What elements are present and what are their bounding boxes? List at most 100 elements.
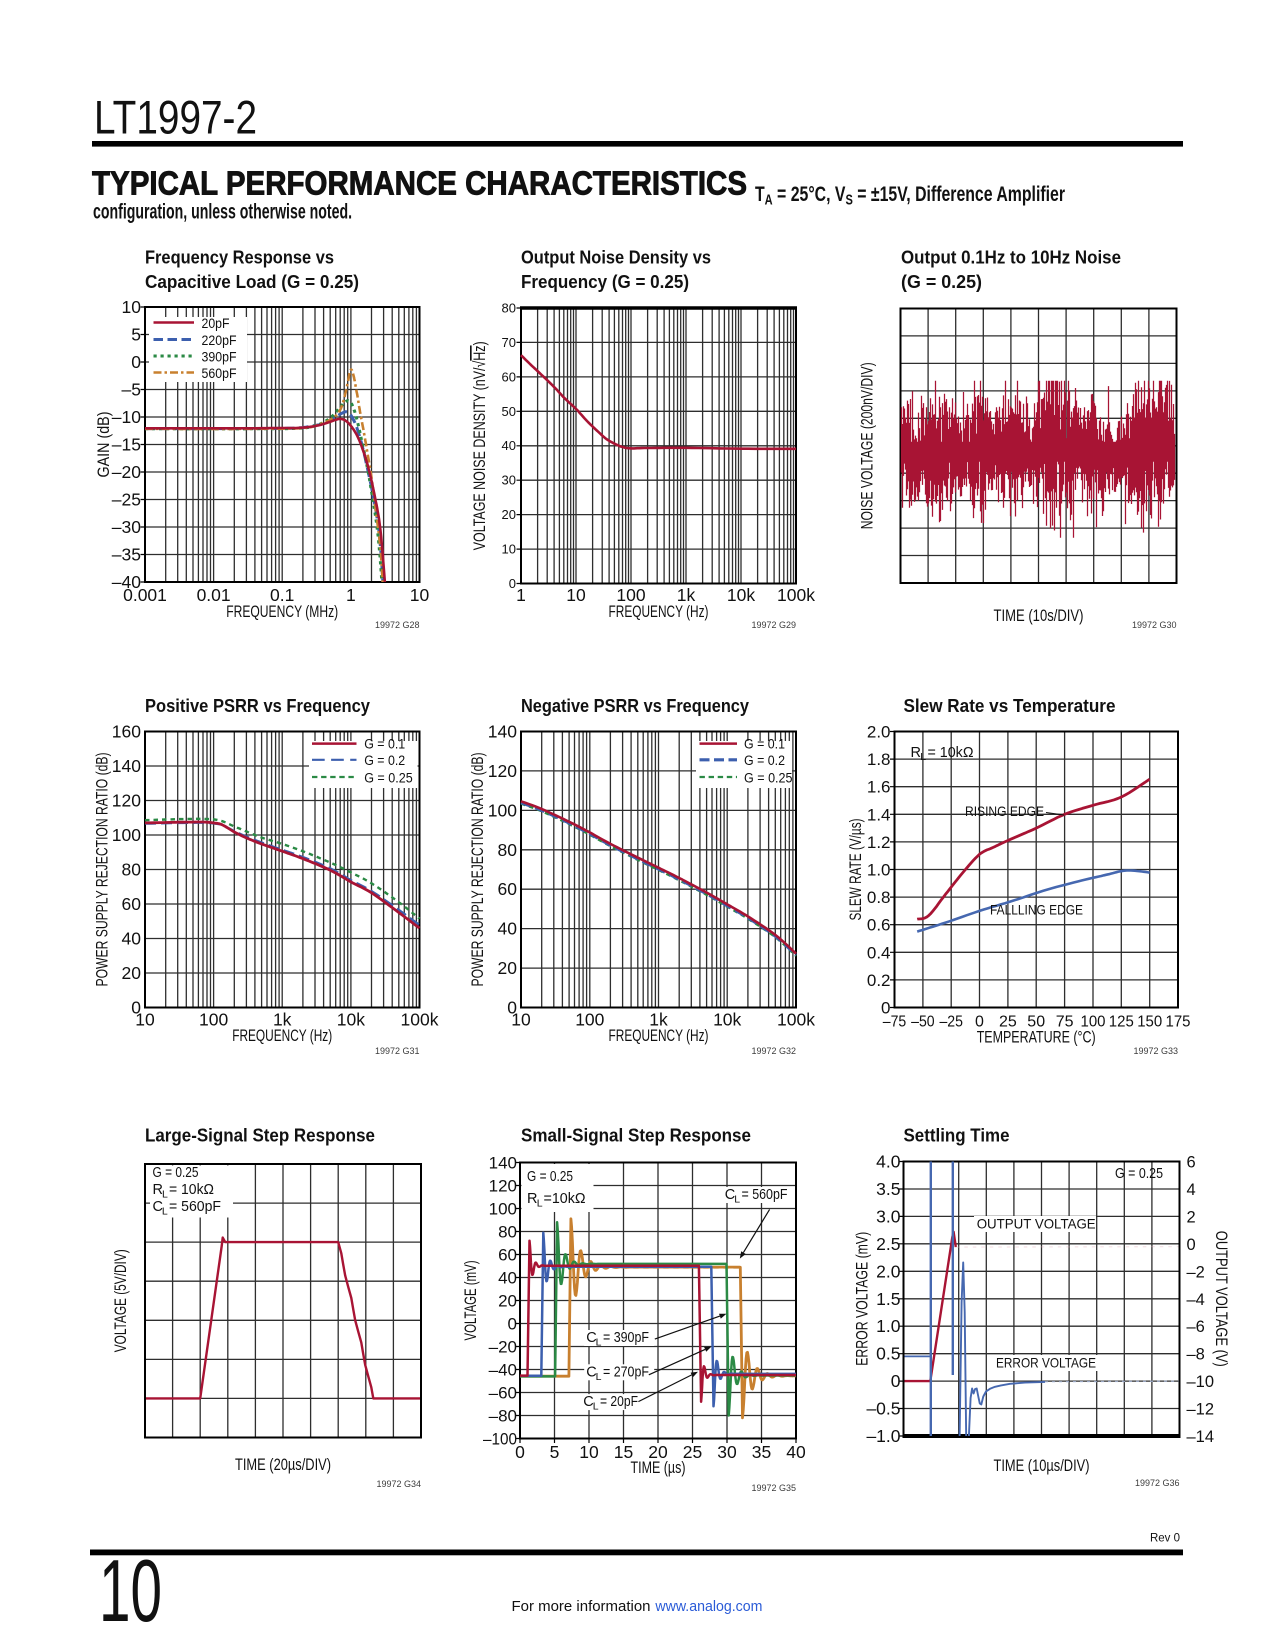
svg-text:OUTPUT VOLTAGE (V): OUTPUT VOLTAGE (V) — [1212, 1231, 1230, 1367]
svg-text:0.5: 0.5 — [876, 1344, 900, 1364]
svg-text:–25: –25 — [939, 1014, 963, 1031]
svg-text:–20: –20 — [489, 1338, 517, 1357]
svg-text:40: 40 — [786, 1442, 806, 1462]
svg-text:0: 0 — [891, 1371, 901, 1391]
svg-text:ERROR VOLTAGE: ERROR VOLTAGE — [996, 1355, 1096, 1371]
svg-text:19972 G36: 19972 G36 — [1135, 1478, 1180, 1488]
svg-text:FALLLING EDGE: FALLLING EDGE — [990, 902, 1083, 918]
svg-text:G = 0.25: G = 0.25 — [1115, 1166, 1163, 1182]
svg-text:2.0: 2.0 — [876, 1261, 901, 1281]
svg-text:TIME (µs): TIME (µs) — [631, 1459, 686, 1477]
svg-text:0.8: 0.8 — [867, 888, 891, 907]
svg-text:80: 80 — [498, 840, 518, 860]
svg-text:560pF: 560pF — [202, 366, 237, 381]
svg-text:VOLTAGE (mV): VOLTAGE (mV) — [462, 1261, 480, 1341]
svg-text:15: 15 — [614, 1442, 633, 1462]
svg-text:10: 10 — [511, 1010, 531, 1030]
svg-text:GAIN (dB): GAIN (dB) — [95, 412, 113, 478]
svg-text:60: 60 — [498, 1246, 517, 1265]
svg-text:= 10kΩ: = 10kΩ — [169, 1182, 214, 1198]
svg-text:C: C — [586, 1330, 596, 1346]
svg-text:6: 6 — [1187, 1154, 1196, 1172]
svg-text:POWER SUPPLY REJECTION RATIO (: POWER SUPPLY REJECTION RATIO (dB) — [469, 753, 487, 987]
svg-text:0: 0 — [131, 352, 141, 372]
svg-text:–60: –60 — [489, 1384, 517, 1403]
svg-text:–14: –14 — [1187, 1428, 1215, 1446]
svg-text:75: 75 — [1056, 1014, 1074, 1031]
svg-text:=10kΩ: =10kΩ — [544, 1191, 586, 1207]
svg-text:–80: –80 — [489, 1407, 517, 1426]
svg-text:2.0: 2.0 — [867, 723, 891, 742]
svg-text:SLEW RATE (V/µs): SLEW RATE (V/µs) — [847, 819, 865, 921]
svg-text:Capacitive Load (G = 0.25): Capacitive Load (G = 0.25) — [145, 272, 359, 292]
svg-text:Positive PSRR vs Frequency: Positive PSRR vs Frequency — [145, 696, 370, 716]
svg-text:Frequency Response vs: Frequency Response vs — [145, 248, 334, 268]
svg-text:G = 0.2: G = 0.2 — [364, 753, 405, 768]
svg-text:0: 0 — [881, 999, 890, 1018]
svg-text:20: 20 — [498, 958, 518, 978]
svg-text:G = 0.25: G = 0.25 — [527, 1169, 573, 1185]
svg-text:–30: –30 — [112, 517, 141, 537]
svg-text:0.1: 0.1 — [270, 585, 294, 605]
svg-text:TIME (20µs/DIV): TIME (20µs/DIV) — [235, 1456, 331, 1474]
svg-text:10: 10 — [410, 585, 430, 605]
svg-text:20: 20 — [122, 963, 142, 983]
svg-text:5: 5 — [131, 325, 141, 345]
svg-text:25: 25 — [683, 1442, 702, 1462]
svg-text:TA = 25°C, VS = ±15V, Differen: TA = 25°C, VS = ±15V, Difference Amplifi… — [755, 182, 1065, 209]
svg-text:–6: –6 — [1187, 1318, 1205, 1336]
svg-text:RISING EDGE: RISING EDGE — [965, 803, 1044, 819]
svg-text:R: R — [911, 745, 921, 761]
svg-text:–12: –12 — [1187, 1401, 1215, 1419]
svg-text:20: 20 — [498, 1292, 517, 1311]
svg-text:L: L — [920, 751, 926, 763]
svg-text:30: 30 — [717, 1442, 737, 1462]
svg-text:0.01: 0.01 — [197, 585, 231, 605]
svg-text:60: 60 — [122, 894, 142, 914]
svg-text:–40: –40 — [489, 1361, 517, 1380]
svg-text:1k: 1k — [649, 1010, 668, 1030]
svg-text:0: 0 — [507, 998, 517, 1018]
svg-text:G = 0.25: G = 0.25 — [364, 771, 413, 786]
svg-text:Small-Signal Step Response: Small-Signal Step Response — [521, 1126, 751, 1146]
svg-text:www.analog.com: www.analog.com — [654, 1598, 762, 1615]
svg-text:C: C — [583, 1394, 593, 1410]
svg-text:19972 G35: 19972 G35 — [751, 1483, 796, 1493]
svg-text:60: 60 — [502, 369, 516, 384]
svg-text:–10: –10 — [1187, 1373, 1215, 1391]
svg-text:–35: –35 — [112, 545, 141, 565]
svg-text:TIME (10s/DIV): TIME (10s/DIV) — [994, 607, 1084, 625]
svg-text:R: R — [153, 1182, 163, 1198]
svg-text:140: 140 — [488, 722, 517, 742]
svg-text:1.8: 1.8 — [867, 750, 891, 769]
svg-text:30: 30 — [502, 473, 516, 488]
svg-text:10: 10 — [122, 297, 142, 317]
svg-text:FREQUENCY (Hz): FREQUENCY (Hz) — [232, 1027, 332, 1045]
svg-text:L: L — [537, 1198, 543, 1210]
svg-text:80: 80 — [122, 860, 142, 880]
svg-text:10k: 10k — [727, 585, 755, 605]
svg-text:1.4: 1.4 — [867, 805, 891, 824]
svg-text:–2: –2 — [1187, 1263, 1205, 1281]
svg-text:0.6: 0.6 — [867, 916, 891, 935]
svg-text:Slew Rate vs Temperature: Slew Rate vs Temperature — [904, 696, 1116, 716]
svg-text:10k: 10k — [337, 1010, 365, 1030]
svg-text:35: 35 — [752, 1442, 771, 1462]
svg-text:(G = 0.25): (G = 0.25) — [901, 272, 982, 292]
svg-text:OUTPUT VOLTAGE: OUTPUT VOLTAGE — [977, 1216, 1096, 1232]
svg-text:Negative PSRR vs Frequency: Negative PSRR vs Frequency — [521, 696, 749, 716]
svg-text:= 560pF: = 560pF — [742, 1187, 788, 1203]
svg-text:1.6: 1.6 — [867, 778, 891, 797]
svg-text:–15: –15 — [112, 435, 141, 455]
svg-text:19972 G31: 19972 G31 — [375, 1046, 420, 1056]
svg-text:50: 50 — [502, 404, 516, 419]
svg-text:0.001: 0.001 — [123, 585, 167, 605]
svg-text:G = 0.1: G = 0.1 — [364, 737, 405, 752]
svg-text:60: 60 — [498, 879, 518, 899]
svg-text:VOLTAGE (5V/DIV): VOLTAGE (5V/DIV) — [112, 1249, 130, 1352]
svg-text:–75: –75 — [883, 1014, 907, 1031]
svg-text:0.4: 0.4 — [867, 943, 891, 962]
svg-text:20: 20 — [502, 507, 516, 522]
svg-text:–10: –10 — [112, 407, 141, 427]
svg-text:–4: –4 — [1187, 1291, 1205, 1309]
